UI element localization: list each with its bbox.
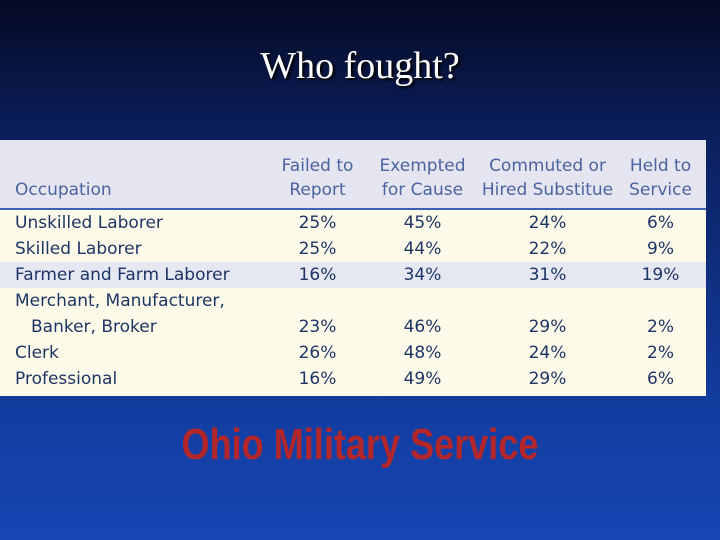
percent-cell: 31%: [480, 262, 615, 288]
column-header: Occupation: [0, 140, 270, 210]
percent-cell: 24%: [480, 209, 615, 236]
percent-cell: 25%: [270, 236, 365, 262]
column-header: Commuted or Hired Substitue: [480, 140, 615, 210]
percent-cell: 26%: [270, 340, 365, 366]
percent-cell: 6%: [615, 209, 706, 236]
occupation-cell: Farmer and Farm Laborer: [0, 262, 270, 288]
percent-cell: 48%: [365, 340, 480, 366]
percent-cell: 44%: [365, 236, 480, 262]
percent-cell: 2%: [615, 340, 706, 366]
percent-cell: 19%: [615, 262, 706, 288]
percent-cell: 16%: [270, 366, 365, 396]
percent-cell: 24%: [480, 340, 615, 366]
percent-cell: 29%: [480, 288, 615, 340]
table-body: Unskilled Laborer 25% 45% 24% 6% Skilled Labo…: [0, 209, 706, 396]
table-row: Skilled Laborer 25% 44% 22% 9%: [0, 236, 706, 262]
percent-cell: 16%: [270, 262, 365, 288]
percent-cell: 2%: [615, 288, 706, 340]
column-header: Exempted for Cause: [365, 140, 480, 210]
occupation-cell: Clerk: [0, 340, 270, 366]
table-row: Professional 16% 49% 29% 6%: [0, 366, 706, 396]
occupation-cell: Skilled Laborer: [0, 236, 270, 262]
percent-cell: 22%: [480, 236, 615, 262]
percent-cell: 45%: [365, 209, 480, 236]
occupation-cell: Merchant, Manufacturer, Banker, Broker: [0, 288, 270, 340]
table-row: Clerk 26% 48% 24% 2%: [0, 340, 706, 366]
table-row: Unskilled Laborer 25% 45% 24% 6%: [0, 209, 706, 236]
table-row: Farmer and Farm Laborer 16% 34% 31% 19%: [0, 262, 706, 288]
table-row: Merchant, Manufacturer, Banker, Broker 23…: [0, 288, 706, 340]
percent-cell: 23%: [270, 288, 365, 340]
percent-cell: 29%: [480, 366, 615, 396]
header-row: Occupation Failed to Report Exempted for C…: [0, 140, 706, 210]
percent-cell: 9%: [615, 236, 706, 262]
occupation-cell: Unskilled Laborer: [0, 209, 270, 236]
percent-cell: 6%: [615, 366, 706, 396]
column-header: Failed to Report: [270, 140, 365, 210]
caption: Ohio Military Service: [181, 420, 539, 469]
percent-cell: 25%: [270, 209, 365, 236]
percent-cell: 34%: [365, 262, 480, 288]
occupation-cell: Professional: [0, 366, 270, 396]
data-table: Occupation Failed to Report Exempted for C…: [0, 140, 706, 396]
percent-cell: 49%: [365, 366, 480, 396]
slide-title: Who fought?: [260, 45, 460, 87]
column-header: Held to Service: [615, 140, 706, 210]
percent-cell: 46%: [365, 288, 480, 340]
